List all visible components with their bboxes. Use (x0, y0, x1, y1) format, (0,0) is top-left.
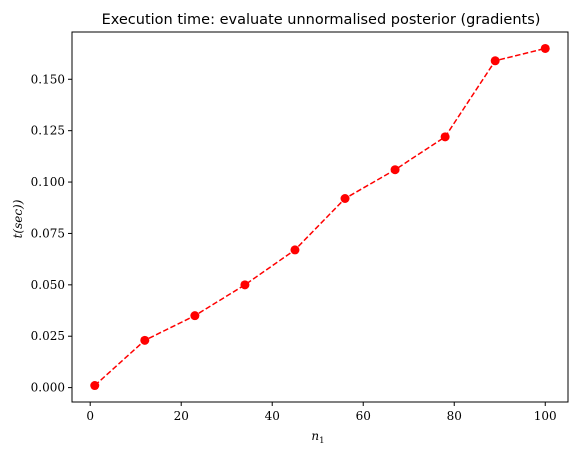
data-point (340, 194, 350, 203)
y-tick-label: 0.150 (31, 72, 65, 86)
data-point (440, 132, 450, 142)
data-point (540, 43, 550, 53)
x-tick-label: 80 (447, 409, 462, 423)
series-layer (90, 43, 550, 391)
data-point (390, 165, 400, 175)
y-axis-label: t(sec)) (11, 199, 25, 238)
x-tick-label: 40 (265, 409, 280, 423)
y-tick-label: 0.100 (31, 175, 65, 189)
y-tick-label: 0.050 (31, 278, 65, 292)
y-tick-label: 0.025 (31, 329, 65, 343)
x-tick-label: 100 (534, 409, 557, 423)
x-tick-label: 60 (356, 409, 371, 423)
x-axis-label-subscript: 1 (319, 436, 324, 446)
x-axis-label-base: n (311, 429, 319, 443)
chart-title: Execution time: evaluate unnormalised po… (102, 12, 541, 28)
x-axis-ticks: 0 20 40 60 80 100 (86, 402, 557, 423)
data-point (240, 280, 250, 290)
data-point (490, 56, 500, 66)
data-point (90, 381, 100, 391)
data-point (140, 335, 150, 345)
series-line (94, 47, 546, 387)
y-tick-label: 0.000 (31, 381, 65, 395)
data-point (190, 311, 200, 321)
x-tick-label: 20 (174, 409, 189, 423)
x-axis-label: n1 (311, 429, 324, 446)
y-tick-label: 0.125 (31, 124, 65, 138)
data-point (290, 245, 300, 255)
y-tick-label: 0.075 (31, 226, 65, 240)
plot-area-frame (71, 31, 569, 403)
y-axis-ticks: 0.000 0.025 0.050 0.075 0.100 0.125 0.150 (31, 72, 72, 395)
x-tick-label: 0 (86, 409, 94, 423)
